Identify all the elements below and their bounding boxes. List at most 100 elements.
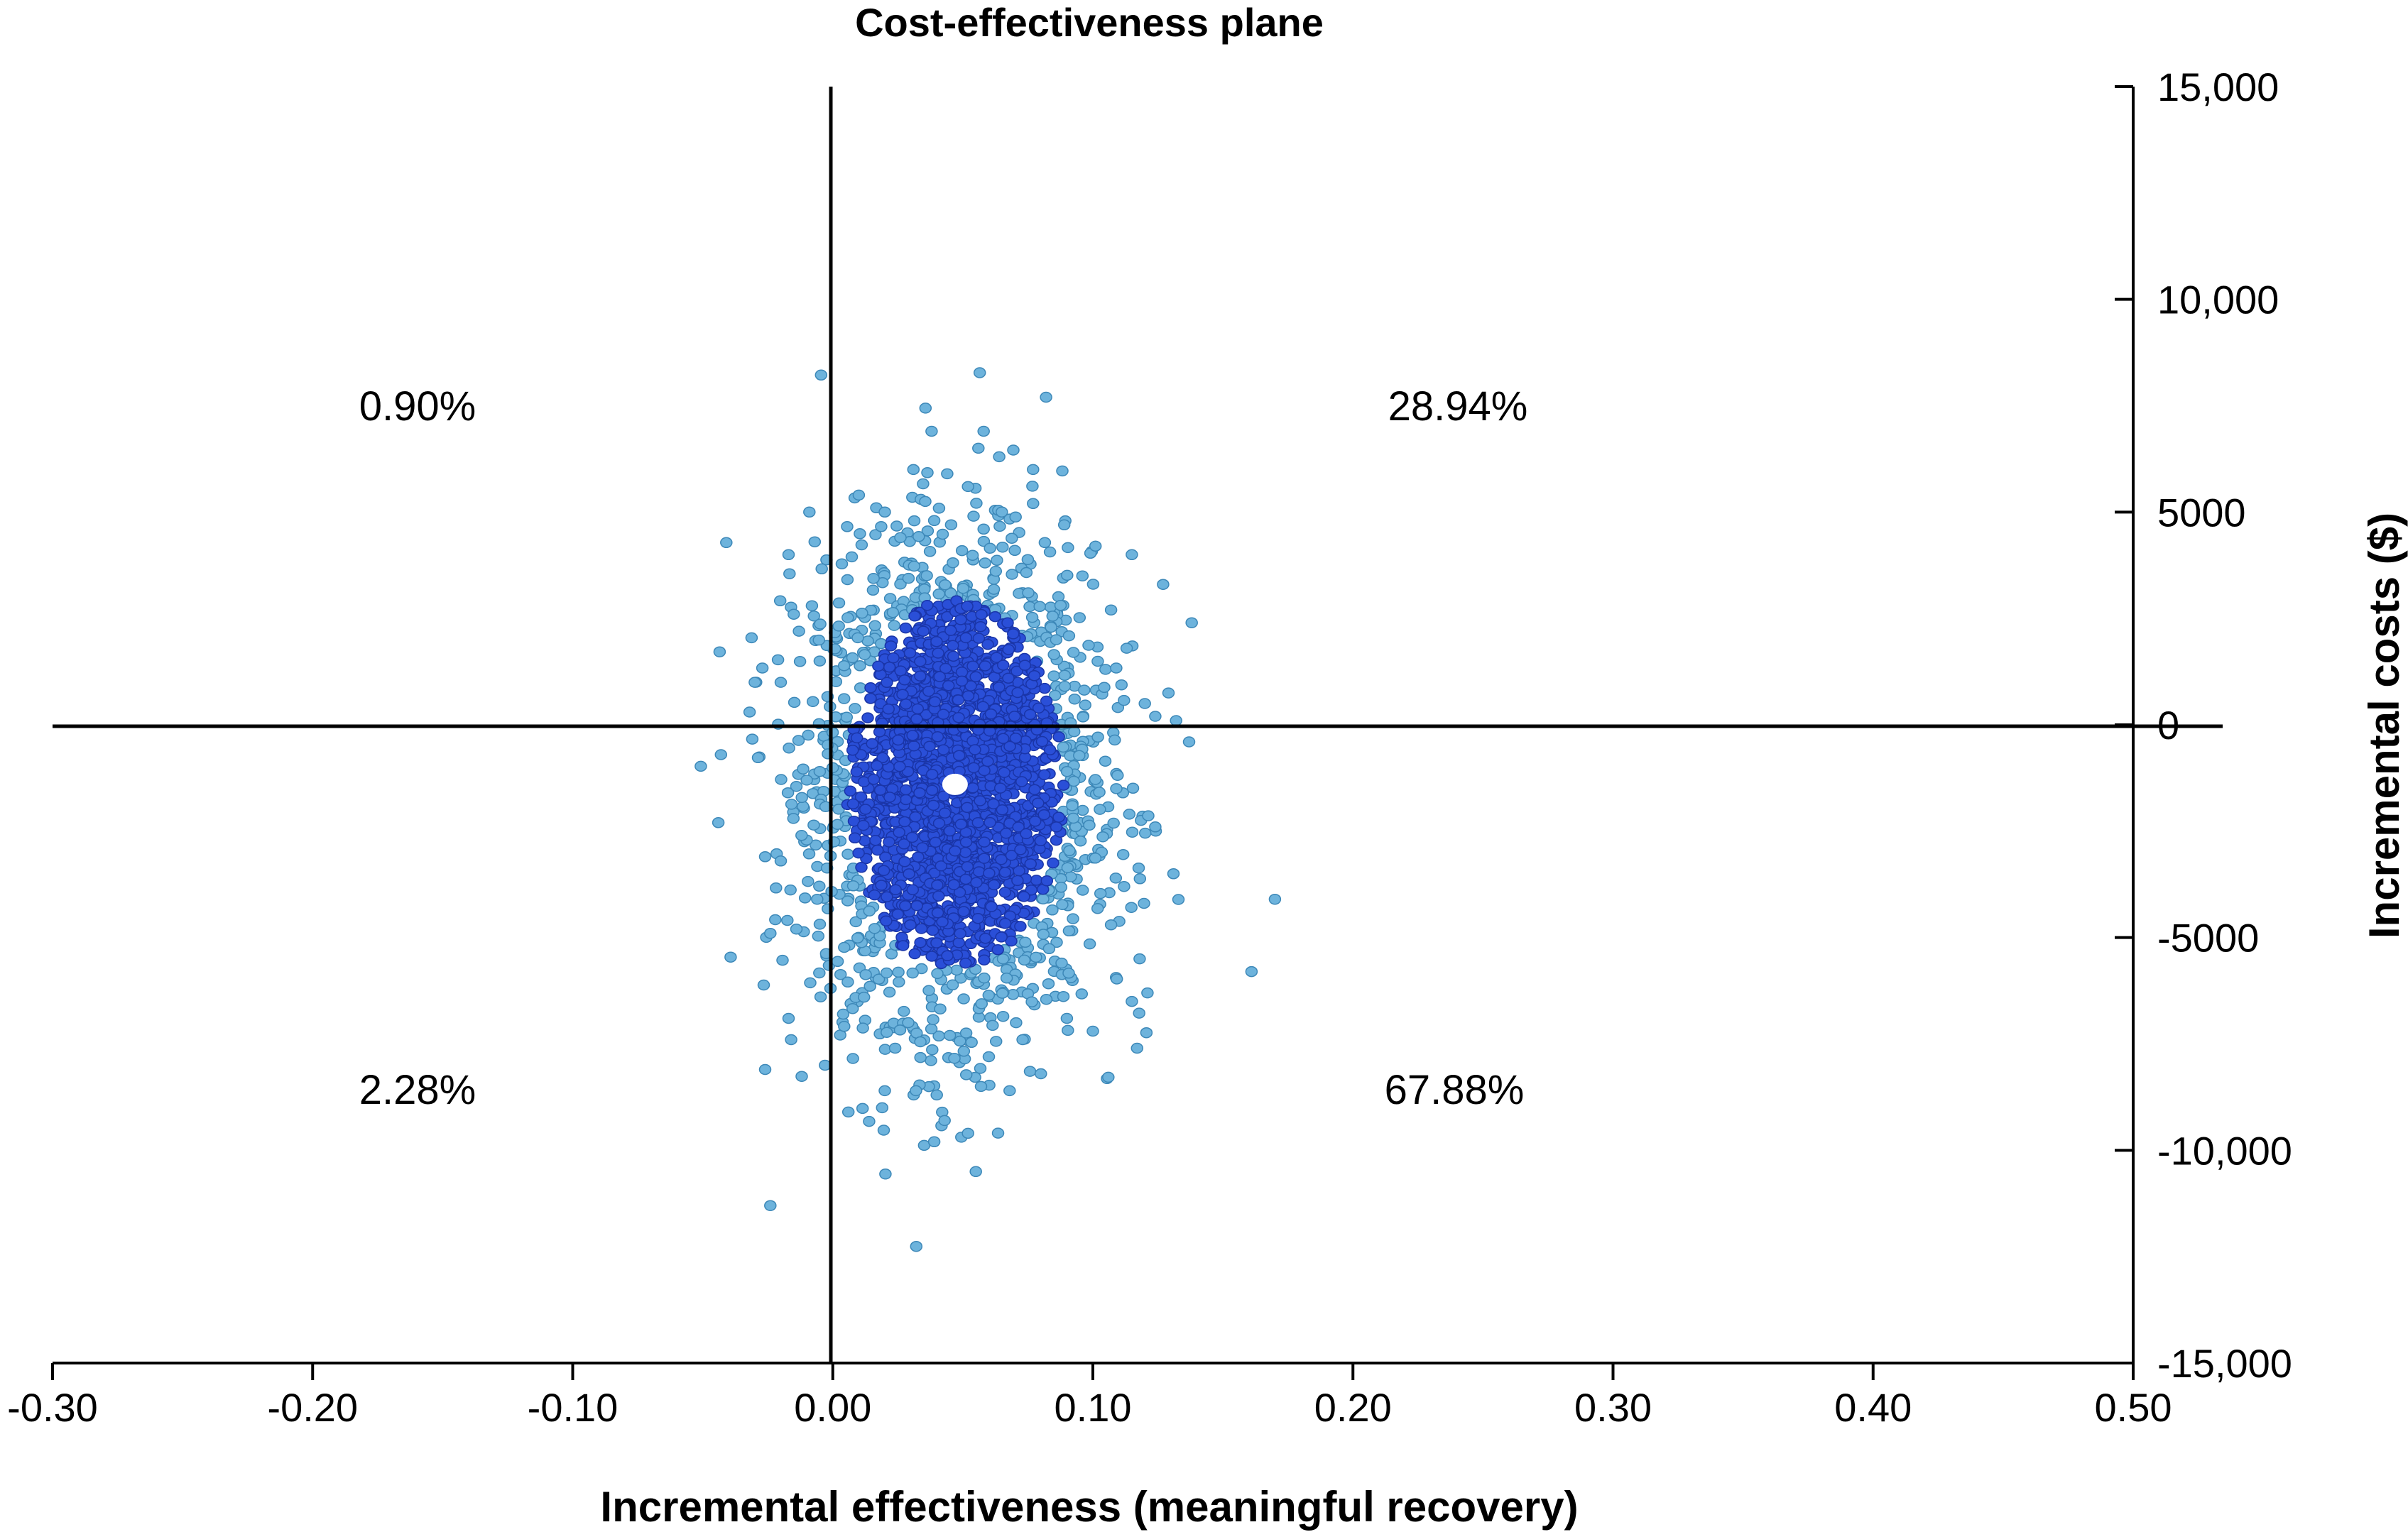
scatter-point	[998, 918, 1012, 929]
scatter-point	[1089, 774, 1102, 785]
scatter-point	[955, 675, 969, 687]
scatter-point	[846, 1002, 859, 1014]
scatter-point	[814, 618, 827, 630]
scatter-point	[947, 650, 960, 662]
scatter-point	[1045, 621, 1057, 633]
scatter-point	[871, 844, 884, 856]
scatter-point	[943, 825, 957, 837]
scatter-point	[1011, 875, 1024, 887]
scatter-point	[863, 905, 876, 917]
scatter-point	[970, 498, 983, 509]
scatter-point	[849, 703, 861, 714]
scatter-point	[1061, 862, 1074, 873]
scatter-point	[927, 1014, 939, 1025]
scatter-point	[868, 620, 881, 632]
scatter-point	[855, 539, 868, 551]
scatter-point	[931, 968, 944, 980]
scatter-point	[1018, 891, 1030, 902]
scatter-point	[939, 579, 952, 591]
scatter-point	[969, 744, 981, 755]
scatter-point	[837, 660, 851, 672]
scatter-point	[1046, 904, 1059, 916]
scatter-point	[981, 755, 994, 767]
scatter-point	[838, 1021, 851, 1032]
scatter-point	[863, 980, 876, 992]
scatter-point	[808, 536, 822, 547]
scatter-point	[782, 1012, 795, 1024]
scatter-point	[959, 632, 973, 644]
scatter-point	[1094, 887, 1107, 899]
scatter-point	[807, 610, 820, 622]
scatter-point	[1008, 711, 1021, 722]
scatter-point	[936, 916, 949, 928]
scatter-point	[922, 686, 935, 697]
scatter-point	[932, 818, 946, 829]
scatter-point	[890, 520, 903, 532]
scatter-point	[807, 819, 820, 831]
scatter-point	[1073, 750, 1086, 762]
scatter-point	[788, 608, 800, 620]
scatter-point	[988, 611, 1002, 623]
scatter-point	[1074, 835, 1087, 847]
scatter-point	[1016, 1034, 1029, 1046]
scatter-point	[974, 795, 986, 806]
scatter-point	[996, 804, 1009, 816]
scatter-point	[1026, 481, 1039, 492]
scatter-point	[898, 816, 911, 828]
scatter-point	[1057, 990, 1070, 1002]
scatter-point	[1091, 731, 1104, 743]
scatter-point	[1055, 957, 1068, 969]
scatter-point	[805, 600, 819, 611]
scatter-point	[1023, 708, 1037, 721]
scatter-point	[1062, 925, 1076, 937]
scatter-point	[866, 584, 880, 596]
scatter-point	[973, 367, 986, 378]
scatter-point	[1058, 669, 1072, 682]
scatter-point	[922, 985, 935, 997]
scatter-point	[1007, 444, 1020, 456]
scatter-point	[1055, 882, 1068, 893]
scatter-point	[899, 900, 912, 912]
scatter-point	[921, 525, 935, 537]
scatter-point	[1111, 770, 1124, 781]
scatter-point	[745, 632, 758, 644]
scatter-point	[1123, 809, 1136, 820]
scatter-point	[908, 740, 920, 752]
scatter-point	[1040, 875, 1054, 887]
scatter-point	[792, 735, 805, 746]
scatter-point	[1047, 670, 1060, 682]
scatter-point	[1126, 826, 1139, 838]
scatter-point	[938, 807, 952, 819]
scatter-point	[1042, 943, 1056, 955]
scatter-point	[1115, 679, 1128, 691]
scatter-point	[819, 1059, 832, 1071]
scatter-point	[927, 799, 940, 811]
scatter-point	[1002, 644, 1015, 655]
scatter-point	[988, 879, 1001, 891]
scatter-point	[1056, 465, 1069, 477]
scatter-point	[1083, 819, 1096, 831]
scatter-point	[1035, 1068, 1047, 1080]
scatter-point	[932, 503, 946, 514]
scatter-point	[900, 699, 912, 710]
scatter-point	[1010, 1017, 1023, 1029]
scatter-point	[864, 692, 877, 704]
scatter-point	[758, 1063, 772, 1076]
scatter-point	[854, 528, 866, 540]
scatter-point	[764, 1200, 777, 1211]
scatter-point	[917, 478, 930, 490]
scatter-point	[971, 912, 984, 924]
scatter-point	[1057, 519, 1071, 531]
scatter-point	[841, 895, 854, 907]
scatter-point	[1006, 569, 1018, 580]
scatter-point	[974, 1080, 988, 1093]
scatter-point	[1067, 647, 1080, 658]
scatter-point	[923, 546, 937, 557]
scatter-point	[1110, 662, 1123, 674]
scatter-point	[930, 636, 943, 647]
scatter-point	[1018, 660, 1032, 671]
scatter-point	[785, 799, 798, 810]
scatter-point	[751, 752, 765, 764]
scatter-point	[984, 816, 996, 828]
scatter-point	[868, 923, 881, 934]
